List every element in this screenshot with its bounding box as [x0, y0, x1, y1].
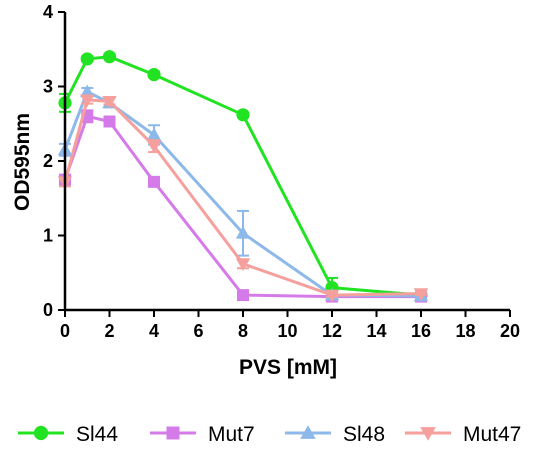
legend-label: Mut47 [463, 423, 521, 446]
plot-area [57, 50, 429, 303]
data-point [102, 96, 117, 109]
data-point [102, 50, 117, 64]
data-point [235, 226, 251, 239]
y-tick-label: 0 [43, 300, 53, 320]
data-point [80, 52, 94, 66]
data-point [235, 258, 251, 272]
legend: Sl44 Mut7 Sl48 Mut47 [18, 423, 521, 446]
x-tick-label: 16 [411, 321, 431, 341]
data-point [237, 289, 249, 302]
x-axis-title: PVS [mM] [239, 356, 337, 379]
x-tick-label: 20 [500, 321, 520, 341]
data-point [148, 175, 160, 188]
legend-label: Sl48 [343, 423, 385, 446]
data-point [236, 108, 250, 122]
x-tick-label: 2 [104, 321, 114, 341]
legend-marker [300, 425, 316, 439]
data-point [146, 140, 162, 154]
x-tick-label: 10 [277, 321, 297, 341]
legend-item-sl48: Sl48 [285, 423, 385, 446]
legend-marker [166, 426, 180, 440]
y-tick-label: 4 [43, 2, 53, 22]
x-tick-label: 12 [322, 321, 342, 341]
x-tick-label: 8 [238, 321, 248, 341]
data-point [147, 67, 161, 82]
x-tick-label: 18 [455, 321, 475, 341]
y-axis-title: OD595nm [11, 113, 34, 211]
series-mut7 [59, 109, 427, 303]
y-tick-label: 2 [43, 151, 53, 171]
data-point [146, 127, 162, 141]
legend-marker [420, 427, 436, 441]
data-point [80, 94, 95, 108]
y-tick-label: 1 [43, 226, 53, 246]
legend-label: Sl44 [76, 423, 118, 446]
x-tick-label: 4 [149, 321, 159, 341]
x-tick-label: 6 [193, 321, 203, 341]
legend-label: Mut7 [208, 423, 255, 446]
data-point [80, 84, 95, 98]
series-sl44 [58, 50, 428, 302]
data-point [103, 115, 116, 128]
x-tick-label: 0 [60, 321, 70, 341]
data-point [413, 288, 429, 301]
legend-item-mut7: Mut7 [150, 423, 255, 446]
legend-item-sl44: Sl44 [18, 423, 118, 446]
legend-marker [33, 425, 49, 441]
data-point [324, 289, 340, 303]
legend-item-mut47: Mut47 [405, 423, 521, 446]
y-tick-label: 3 [43, 77, 53, 97]
x-tick-label: 14 [366, 321, 386, 341]
